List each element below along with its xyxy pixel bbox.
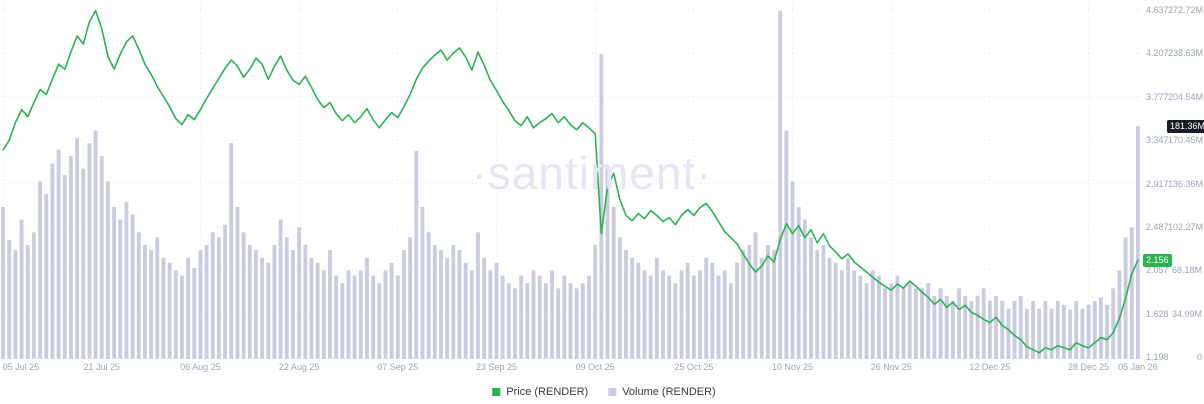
current-volume-badge: 181.36M — [1167, 120, 1204, 134]
volume-axis-tick: 0 — [1196, 352, 1202, 362]
price-axis-tick: 4.207 — [1146, 48, 1169, 59]
plot-area[interactable] — [0, 0, 1141, 360]
volume-axis-tick: 170.45M — [1168, 135, 1204, 146]
volume-axis-tick: 68.18M — [1171, 265, 1202, 276]
volume-swatch-icon — [608, 388, 617, 396]
current-price-badge: 2.156 — [1143, 254, 1172, 268]
date-axis-tick: 28 Dec 25 — [1068, 362, 1110, 372]
price-axis-tick: 3.777 — [1146, 91, 1169, 102]
date-axis-tick: 26 Nov 25 — [870, 362, 912, 372]
date-axis-tick: 21 Jul 25 — [83, 362, 121, 372]
legend-price-label: Price (RENDER) — [506, 386, 589, 398]
price-axis-tick: 2.487 — [1146, 221, 1169, 232]
date-axis-tick: 07 Sep 25 — [377, 362, 419, 372]
date-axis-tick: 12 Dec 25 — [969, 362, 1011, 372]
price-axis-tick: 2.057 — [1146, 265, 1169, 276]
volume-axis-tick: 102.27M — [1168, 221, 1204, 232]
legend-item-volume[interactable]: Volume (RENDER) — [608, 386, 716, 398]
price-axis-tick: 3.347 — [1146, 135, 1169, 146]
price-line[interactable] — [2, 9, 1139, 354]
volume-axis-tick: 204.54M — [1168, 91, 1204, 102]
volume-axis-tick: 272.72M — [1168, 5, 1204, 15]
date-axis-tick: 10 Nov 25 — [772, 362, 814, 372]
date-axis-tick: 05 Jul 25 — [2, 362, 40, 372]
price-axis-tick: 1.198 — [1146, 352, 1169, 362]
date-axis-tick: 23 Sep 25 — [475, 362, 518, 372]
date-axis-tick: 06 Aug 25 — [180, 362, 221, 372]
price-axis-tick: 2.917 — [1146, 178, 1169, 189]
price-axis-tick: 4.637 — [1146, 5, 1169, 15]
price-swatch-icon — [492, 388, 501, 396]
volume-axis-tick: 238.63M — [1168, 48, 1204, 59]
volume-bars[interactable] — [1, 10, 1140, 360]
date-axis-tick: 22 Aug 25 — [278, 362, 320, 372]
date-axis-tick: 25 Oct 25 — [674, 362, 714, 372]
date-axis-tick: 05 Jan 26 — [1118, 362, 1158, 372]
legend: Price (RENDER) Volume (RENDER) — [492, 386, 716, 398]
legend-volume-label: Volume (RENDER) — [622, 386, 716, 398]
legend-item-price[interactable]: Price (RENDER) — [492, 386, 588, 398]
price-axis-tick: 1.628 — [1146, 308, 1169, 319]
volume-axis-tick: 34.09M — [1171, 308, 1202, 319]
date-axis-tick: 09 Oct 25 — [575, 362, 615, 372]
volume-axis-tick: 136.36M — [1168, 178, 1204, 189]
